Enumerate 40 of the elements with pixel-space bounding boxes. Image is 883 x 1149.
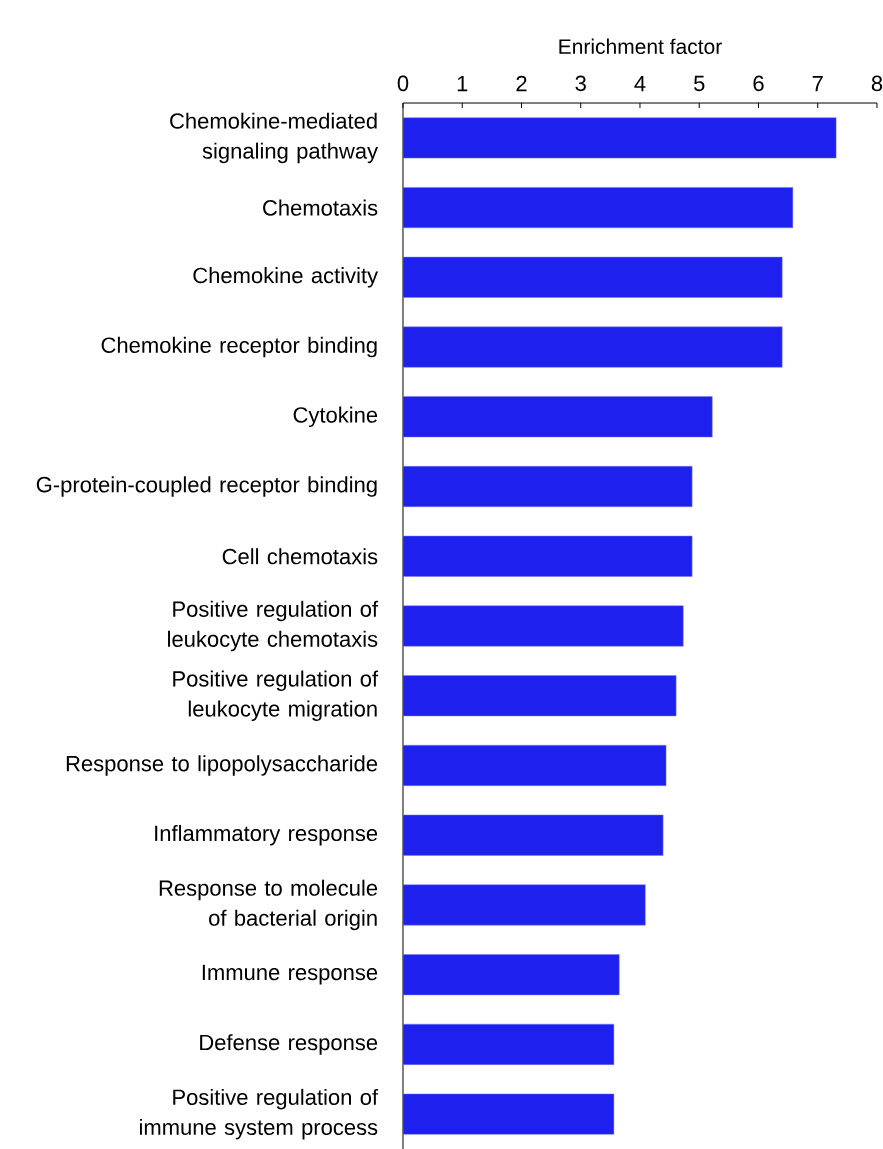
bar: [402, 1023, 615, 1065]
y-tick-label: Chemokine receptor binding: [101, 336, 377, 358]
bar: [402, 1093, 615, 1135]
y-tick-label: Defense response: [200, 1034, 378, 1055]
bar: [402, 535, 693, 577]
x-tick-label: 2: [516, 75, 527, 92]
y-tick-label: Response to molecule of bacterial origin: [159, 879, 378, 931]
y-tick-label: Chemokine-mediated signaling pathway: [170, 112, 379, 164]
bar: [402, 187, 794, 229]
y-tick-label: Positive regulation of leukocyte migration: [173, 670, 379, 721]
x-tick-label: 6: [753, 75, 764, 92]
y-tick-label: Immune response: [202, 964, 378, 985]
y-tick-label: Inflammatory response: [155, 824, 378, 846]
bar: [402, 884, 646, 926]
y-tick-label: Positive regulation of immune system process: [139, 1088, 379, 1140]
bar: [402, 675, 677, 717]
x-tick-label: 4: [634, 76, 646, 92]
x-tick-label: 1: [457, 76, 468, 92]
y-tick-label: G-protein-coupled receptor binding: [36, 476, 377, 497]
bar: [402, 954, 620, 996]
y-tick-label: Chemotaxis: [263, 199, 378, 216]
bar: [402, 605, 684, 647]
y-tick-label: Positive regulation of leukocyte chemotaxis: [168, 600, 379, 652]
bar: [402, 745, 667, 786]
bar: [402, 814, 664, 856]
x-tick-label: 7: [812, 76, 823, 92]
x-tick-label: 3: [575, 75, 586, 92]
y-tick-label: Response to lipopolysaccharide: [66, 755, 378, 776]
bar: [402, 466, 693, 508]
x-tick-label: 8: [871, 75, 883, 92]
bar: [402, 117, 837, 159]
x-tick-label: 0: [397, 75, 409, 92]
x-tick-label: 5: [693, 75, 705, 92]
y-tick-label: Chemokine activity: [193, 267, 379, 288]
bar: [402, 326, 783, 368]
bar: [402, 256, 783, 298]
y-tick-label: Cell chemotaxis: [222, 548, 378, 565]
y-tick-label: Cytokine: [293, 406, 378, 428]
bar: [402, 396, 713, 438]
x-axis-title: Enrichment factor: [559, 38, 722, 55]
